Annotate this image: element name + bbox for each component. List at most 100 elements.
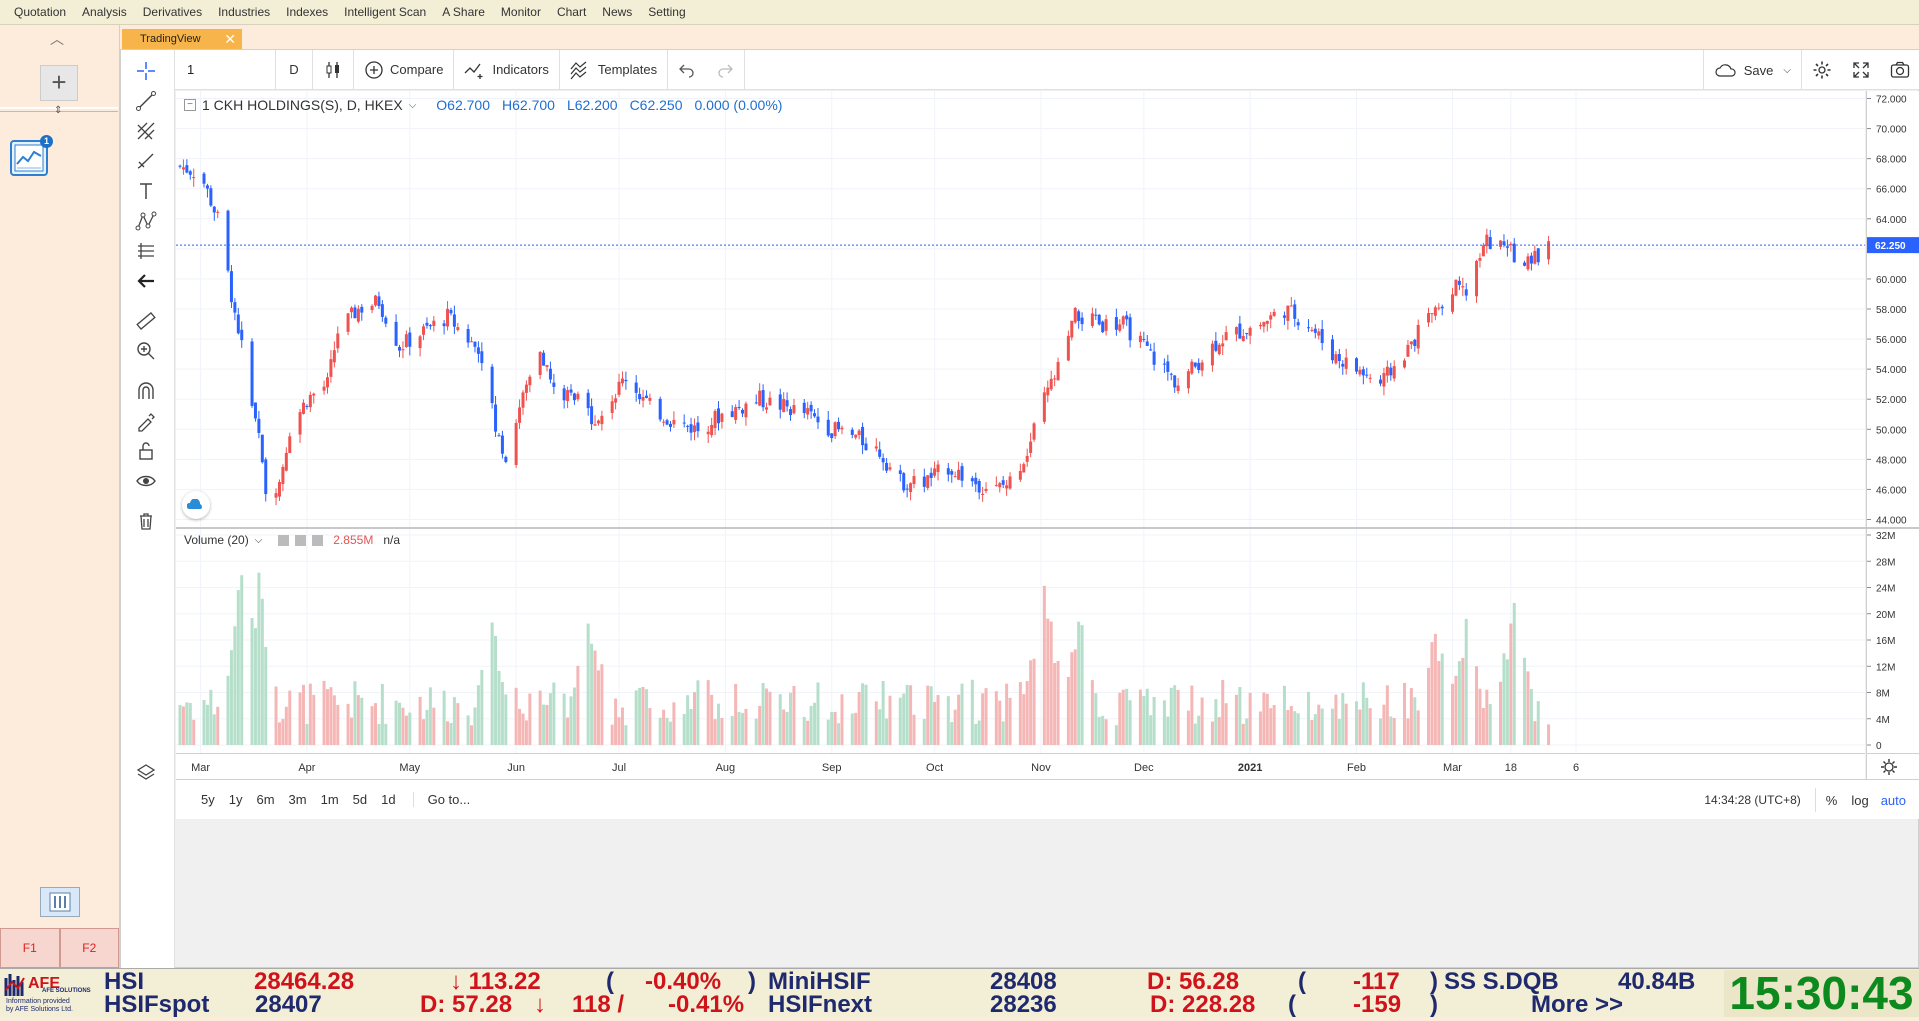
chart-thumbnail-icon[interactable] bbox=[10, 140, 48, 176]
layout-grid-icon[interactable] bbox=[40, 887, 80, 917]
symbol-title[interactable]: 1 CKH HOLDINGS(S), D, HKEX bbox=[202, 97, 403, 113]
menu-a-share[interactable]: A Share bbox=[442, 4, 485, 19]
volume-axis[interactable]: 32M 28M 24M 20M 16M 12M 8M 4M 0 bbox=[1866, 529, 1919, 753]
interval-button[interactable]: D bbox=[289, 62, 299, 77]
chevron-down-icon[interactable]: ⌵ bbox=[408, 99, 417, 111]
compare-button[interactable]: Compare bbox=[354, 50, 453, 90]
menu-news[interactable]: News bbox=[602, 4, 633, 19]
save-label: Save bbox=[1743, 62, 1774, 78]
gear-icon[interactable] bbox=[295, 534, 307, 546]
chevron-down-icon[interactable]: ⌵ bbox=[254, 534, 263, 546]
trash-icon[interactable] bbox=[131, 508, 161, 534]
zoom-in-icon[interactable] bbox=[131, 338, 161, 364]
candle-body bbox=[689, 424, 693, 433]
prediction-icon[interactable] bbox=[131, 238, 161, 264]
tradingview-logo-icon[interactable] bbox=[182, 491, 210, 519]
magnet-icon[interactable] bbox=[131, 378, 161, 404]
range-1d[interactable]: 1d bbox=[381, 792, 396, 807]
price-axis[interactable]: 72.00070.00068.00066.00064.00062.00060.0… bbox=[1866, 91, 1919, 527]
collapse-legend-icon[interactable]: − bbox=[184, 99, 196, 111]
log-toggle[interactable]: log bbox=[1851, 792, 1869, 808]
menu-intelligent-scan[interactable]: Intelligent Scan bbox=[344, 4, 427, 19]
volume-pane[interactable]: Volume (20) ⌵ 2.855M n/a bbox=[176, 529, 1865, 753]
eye-icon[interactable] bbox=[278, 534, 290, 546]
text-tool-icon[interactable] bbox=[131, 178, 161, 204]
crosshair-icon[interactable] bbox=[131, 58, 161, 84]
arrow-left-icon[interactable] bbox=[131, 268, 161, 294]
tab-tradingview[interactable]: TradingView ✕ bbox=[122, 29, 242, 49]
candle-body bbox=[308, 394, 312, 408]
range-1y[interactable]: 1y bbox=[228, 792, 243, 807]
save-button[interactable]: Save ⌵ bbox=[1704, 50, 1801, 90]
ruler-icon[interactable] bbox=[131, 308, 161, 334]
trend-line-icon[interactable] bbox=[131, 88, 161, 114]
menu-indexes[interactable]: Indexes bbox=[286, 4, 329, 19]
collapse-up-icon[interactable]: ︿ bbox=[50, 31, 64, 47]
f1-key[interactable]: F1 bbox=[0, 928, 60, 968]
menu-chart[interactable]: Chart bbox=[556, 4, 587, 19]
menu-industries[interactable]: Industries bbox=[218, 4, 271, 19]
pane-divider[interactable] bbox=[176, 527, 1919, 529]
candle-body bbox=[521, 392, 525, 408]
menu-monitor[interactable]: Monitor bbox=[500, 4, 541, 19]
candle-body bbox=[1334, 354, 1338, 364]
indicators-button[interactable]: Indicators bbox=[454, 50, 558, 90]
candle-body bbox=[638, 394, 642, 400]
close-icon[interactable] bbox=[312, 534, 324, 546]
chart-style-button[interactable] bbox=[313, 50, 353, 90]
volume-bar bbox=[1090, 680, 1094, 745]
snapshot-button[interactable] bbox=[1880, 50, 1919, 90]
symbol-input[interactable] bbox=[175, 50, 275, 89]
menu-analysis[interactable]: Analysis bbox=[82, 4, 127, 19]
range-5d[interactable]: 5d bbox=[352, 792, 368, 807]
ticker-item: 28408 bbox=[990, 968, 1057, 995]
redo-button[interactable] bbox=[706, 50, 744, 90]
undo-button[interactable] bbox=[668, 50, 706, 90]
lock-drawing-icon[interactable] bbox=[131, 408, 161, 434]
candle-body bbox=[809, 404, 813, 412]
layers-icon[interactable] bbox=[131, 760, 161, 786]
volume-tick-label: 24M bbox=[1876, 584, 1895, 595]
fullscreen-button[interactable] bbox=[1842, 50, 1880, 90]
add-chart-button[interactable]: + bbox=[40, 65, 78, 101]
range-3m[interactable]: 3m bbox=[288, 792, 307, 807]
price-pane[interactable]: − 1 CKH HOLDINGS(S), D, HKEX ⌵ O62.700 H… bbox=[176, 91, 1865, 527]
range-5y[interactable]: 5y bbox=[201, 792, 215, 807]
close-icon[interactable]: ✕ bbox=[224, 31, 236, 47]
eye-icon[interactable] bbox=[131, 468, 161, 494]
time-tick-label: 6 bbox=[1573, 762, 1579, 774]
templates-button[interactable]: Templates bbox=[560, 50, 667, 90]
pattern-icon[interactable] bbox=[131, 208, 161, 234]
volume-bar bbox=[552, 682, 556, 745]
chevron-down-icon[interactable]: ⌵ bbox=[1783, 64, 1791, 76]
resize-handle-icon[interactable]: ⇕ bbox=[54, 105, 63, 116]
range-6m[interactable]: 6m bbox=[256, 792, 275, 807]
candle-body bbox=[1526, 256, 1530, 270]
time-axis[interactable]: Mar Apr May Jun Jul Aug Sep Oct Nov Dec 2021 Feb Mar… bbox=[176, 753, 1865, 779]
candle-body bbox=[473, 341, 477, 347]
menu-setting[interactable]: Setting bbox=[648, 4, 686, 19]
volume-bar bbox=[298, 692, 302, 745]
candle-body bbox=[730, 411, 734, 418]
clock-utc[interactable]: 14:34:28 (UTC+8) bbox=[1704, 793, 1801, 807]
unlock-icon[interactable] bbox=[131, 438, 161, 464]
candle-body bbox=[284, 452, 288, 471]
candle-body bbox=[1190, 361, 1194, 374]
volume-title[interactable]: Volume (20) bbox=[184, 533, 249, 547]
afe-logo: AFE bbox=[4, 970, 102, 1016]
range-1m[interactable]: 1m bbox=[320, 792, 339, 807]
percent-toggle[interactable]: % bbox=[1825, 792, 1838, 808]
f2-key[interactable]: F2 bbox=[59, 928, 119, 968]
menu-derivatives[interactable]: Derivatives bbox=[142, 4, 203, 19]
candle-body bbox=[974, 477, 978, 485]
menu-quotation[interactable]: Quotation bbox=[14, 4, 67, 19]
candle-body bbox=[1337, 354, 1341, 362]
auto-toggle[interactable]: auto bbox=[1880, 792, 1906, 808]
pitchfork-icon[interactable] bbox=[131, 118, 161, 144]
settings-button[interactable] bbox=[1802, 50, 1842, 90]
ticker-item[interactable]: More >> bbox=[1531, 991, 1624, 1018]
brush-icon[interactable] bbox=[131, 148, 161, 174]
volume-bar bbox=[332, 695, 336, 745]
goto-button[interactable]: Go to... bbox=[412, 792, 470, 807]
gear-icon[interactable] bbox=[1867, 754, 1919, 780]
